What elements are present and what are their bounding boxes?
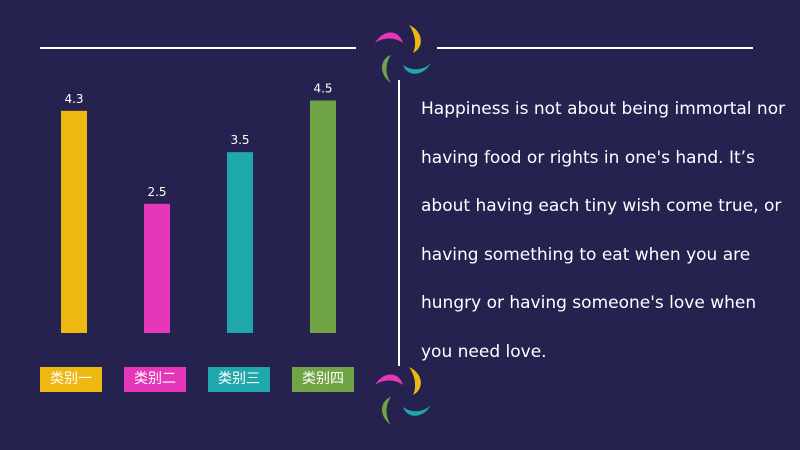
bar-value-label-4: 4.5 [313, 82, 332, 96]
bar-chart: 4.3 2.5 3.5 4.5 [61, 82, 336, 333]
pinwheel-petal-teal [403, 405, 431, 416]
bar-2 [144, 203, 170, 333]
bar-3 [227, 152, 253, 333]
pinwheel-logo-top [375, 25, 431, 83]
bar-4 [310, 100, 336, 333]
category-label-3: 类别三 [208, 367, 270, 392]
bar-value-label-1: 4.3 [64, 92, 83, 106]
category-label-1: 类别一 [40, 367, 102, 392]
top-right-divider [437, 47, 753, 49]
pinwheel-petal-magenta [375, 32, 403, 43]
pinwheel-petal-magenta [375, 374, 403, 385]
pinwheel-logo-bottom [375, 367, 431, 425]
category-label-4: 类别四 [292, 367, 354, 392]
pinwheel-petal-teal [403, 63, 431, 74]
pinwheel-petal-green [382, 397, 391, 425]
category-label-2: 类别二 [124, 367, 186, 392]
quote-text: Happiness is not about being immortal no… [421, 99, 786, 362]
pinwheel-petal-yellow [409, 367, 421, 395]
bar-1 [61, 110, 87, 333]
pinwheel-petal-green [382, 55, 391, 83]
bar-value-label-2: 2.5 [147, 185, 166, 199]
top-left-divider [40, 47, 356, 49]
vertical-divider [398, 80, 400, 366]
pinwheel-petal-yellow [409, 25, 421, 53]
bar-value-label-3: 3.5 [230, 133, 249, 147]
